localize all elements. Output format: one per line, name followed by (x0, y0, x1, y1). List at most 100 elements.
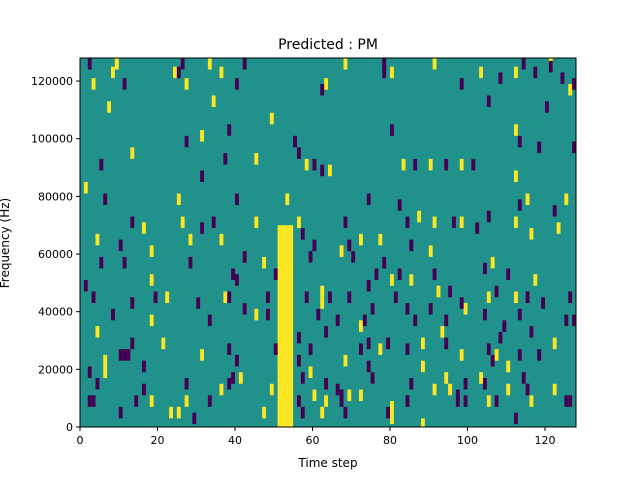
heatmap-cell-low (386, 406, 390, 419)
plot-background (80, 58, 576, 427)
heatmap-cell-low (130, 297, 135, 309)
heatmap-cell-low (130, 216, 135, 229)
heatmap-cell-high (281, 262, 286, 275)
heatmap-cell-low (111, 308, 115, 321)
heatmap-cell-low (300, 228, 305, 240)
heatmap-cell-low (572, 78, 576, 90)
heatmap-cell-low (87, 366, 92, 378)
heatmap-cell-low (347, 239, 352, 252)
heatmap-cell-low (227, 343, 232, 355)
heatmap-cell-high (211, 95, 216, 108)
heatmap-cell-low (235, 274, 239, 286)
heatmap-cell-low (432, 268, 437, 280)
heatmap-cell-low (343, 406, 348, 419)
heatmap-cell-high (320, 406, 325, 419)
heatmap-cell-low (525, 291, 530, 304)
heatmap-cell-low (297, 331, 301, 344)
heatmap-cell-low (572, 141, 576, 154)
heatmap-cell-high (262, 406, 266, 419)
heatmap-cell-high (564, 193, 569, 206)
heatmap-cell-low (192, 412, 197, 425)
heatmap-cell-low (242, 303, 247, 315)
heatmap-cell-low (483, 262, 487, 275)
heatmap-cell-low (335, 383, 340, 396)
heatmap-cell-low (506, 268, 511, 280)
heatmap-cell-low (366, 193, 371, 206)
heatmap-cell-high (165, 291, 170, 304)
heatmap-cell-low (184, 135, 189, 148)
heatmap-cell-low (397, 199, 402, 211)
heatmap-cell-high (95, 233, 100, 246)
heatmap-cell-high (324, 78, 328, 90)
heatmap-cell-low (517, 308, 522, 321)
heatmap-cell-high (568, 83, 573, 96)
heatmap-cell-low (452, 216, 456, 229)
heatmap-cell-low (568, 395, 573, 407)
x-tick-label: 40 (228, 434, 242, 447)
heatmap-cell-low (320, 164, 325, 177)
x-axis: 0 20 40 60 80 100 120 (77, 427, 556, 447)
heatmap-cell-low (134, 395, 139, 407)
heatmap-cell-low (335, 314, 340, 327)
heatmap-cell-low (118, 406, 123, 419)
heatmap-cell-high (149, 395, 154, 407)
heatmap-cell-high (359, 320, 363, 332)
heatmap-cell-high (343, 58, 348, 70)
x-tick-label: 0 (77, 434, 84, 447)
heatmap-cell-low (517, 199, 522, 211)
heatmap-cell-low (490, 354, 495, 367)
heatmap-cell-high (219, 383, 224, 396)
heatmap-cell-high (506, 360, 511, 373)
heatmap-cell-low (486, 343, 491, 355)
heatmap-cell-high (254, 216, 259, 229)
heatmap-cell-low (568, 291, 573, 304)
heatmap-cell-high (428, 245, 433, 257)
heatmap-cell-high (277, 354, 282, 367)
heatmap-cell-low (324, 326, 328, 338)
heatmap-cell-low (572, 314, 576, 327)
heatmap-cell-low (498, 331, 503, 344)
heatmap-cell-low (297, 354, 301, 367)
heatmap-cell-high (324, 395, 328, 407)
heatmap-cell-low (521, 58, 526, 70)
heatmap-cell-high (459, 216, 464, 229)
heatmap-cell-low (351, 251, 356, 263)
heatmap-cell-low (564, 314, 569, 327)
cell-layer (83, 58, 576, 427)
heatmap-cell-low (514, 412, 518, 425)
heatmap-cell-high (320, 285, 325, 298)
heatmap-cell-high (176, 193, 181, 206)
heatmap-cell-high (83, 181, 88, 194)
heatmap-cell-high (486, 291, 491, 304)
heatmap-cell-low (99, 158, 104, 171)
heatmap-cell-low (266, 291, 270, 304)
y-tick-label: 0 (66, 421, 73, 434)
heatmap-cell-low (362, 314, 367, 327)
x-tick-label: 120 (535, 434, 556, 447)
heatmap-cell-low (266, 308, 270, 321)
x-tick-label: 100 (457, 434, 478, 447)
heatmap-cell-low (541, 297, 545, 309)
heatmap-cell-high (269, 112, 274, 125)
heatmap-cell-low (459, 78, 464, 90)
heatmap-cell-low (545, 101, 549, 113)
heatmap-cell-low (537, 349, 542, 361)
heatmap-cell-low (211, 216, 216, 229)
heatmap-cell-low (382, 256, 387, 269)
heatmap-cell-low (293, 135, 297, 148)
heatmap-cell-low (184, 377, 189, 390)
heatmap-cell-high (149, 245, 154, 257)
plot-area (79, 57, 577, 428)
heatmap-cell-low (529, 326, 534, 338)
heatmap-cell-high (312, 389, 317, 402)
heatmap-cell-low (390, 124, 394, 136)
heatmap-cell-high (238, 372, 243, 384)
heatmap-cell-high (184, 78, 189, 90)
y-tick-label: 60000 (38, 248, 73, 261)
heatmap-cell-high (401, 158, 406, 171)
heatmap-cell-high (514, 291, 518, 304)
heatmap-cell-low (273, 268, 278, 280)
heatmap-cell-low (533, 66, 538, 79)
heatmap-cell-high (479, 372, 483, 384)
heatmap-cell-low (176, 66, 181, 79)
